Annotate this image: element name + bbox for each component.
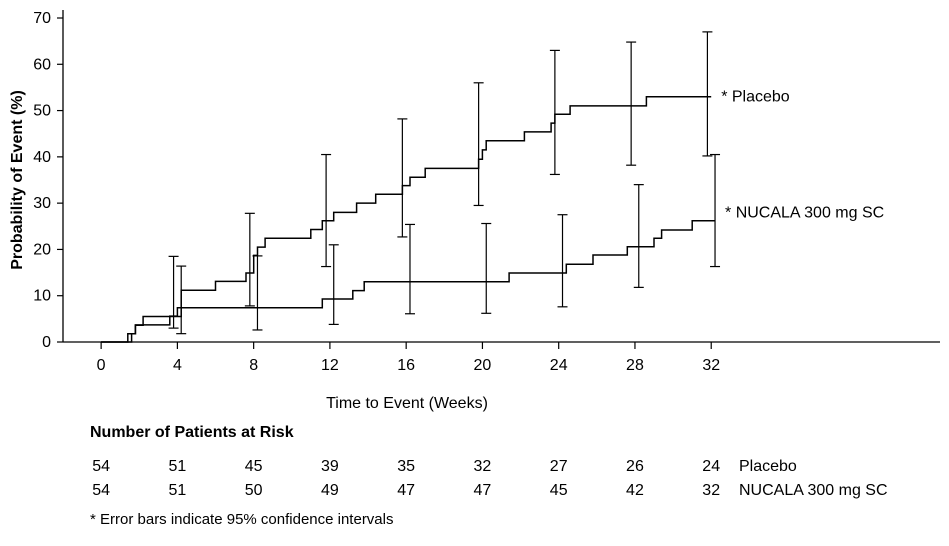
risk-value: 45 [549, 482, 568, 499]
series-group: * Placebo * NUCALA 300 mg SC [101, 31, 884, 343]
y-tick-label: 50 [33, 103, 51, 120]
error-bar [481, 222, 492, 314]
risk-table-title: Number of Patients at Risk [90, 424, 294, 441]
x-tick-label: 8 [249, 357, 258, 374]
risk-value: 26 [626, 458, 644, 475]
risk-row-label: NUCALA 300 mg SC [739, 482, 888, 499]
x-tick-label: 32 [702, 357, 720, 374]
error-bar [633, 184, 644, 288]
risk-value: 32 [473, 458, 492, 475]
x-axis-ticks: 0 4 8 12 16 20 24 28 32 [97, 342, 720, 374]
risk-row-label: Placebo [739, 458, 797, 475]
risk-value: 42 [626, 482, 644, 499]
risk-value: 32 [702, 482, 721, 499]
x-tick-label: 4 [173, 357, 182, 374]
error-bar [549, 49, 560, 176]
risk-row: 54 51 45 39 35 32 27 26 24 Placebo [0, 458, 949, 480]
error-bar [702, 31, 713, 157]
y-tick-label: 0 [42, 334, 51, 351]
error-bar [557, 214, 568, 308]
risk-value: 45 [244, 458, 263, 475]
error-bar [244, 212, 255, 307]
series-label: * NUCALA 300 mg SC [725, 205, 884, 222]
risk-value: 50 [244, 482, 263, 499]
error-bar [473, 82, 484, 207]
risk-value: 47 [397, 482, 416, 499]
axes [62, 10, 940, 343]
x-tick-label: 20 [474, 357, 492, 374]
y-tick-label: 20 [33, 241, 51, 258]
risk-row: 54 51 50 49 47 47 45 42 32 NUCALA 300 mg SC [0, 482, 949, 504]
x-tick-label: 0 [97, 357, 106, 374]
risk-value: 27 [549, 458, 568, 475]
error-bar [252, 255, 263, 331]
error-bar [176, 265, 187, 335]
x-axis-label: Time to Event (Weeks) [326, 395, 488, 412]
y-tick-label: 30 [33, 195, 51, 212]
risk-value: 54 [92, 458, 111, 475]
y-tick-label: 10 [33, 288, 51, 305]
y-tick-label: 70 [33, 10, 51, 27]
risk-value: 39 [321, 458, 339, 475]
series-label: * Placebo [721, 89, 790, 106]
footnote: * Error bars indicate 95% confidence int… [90, 511, 394, 528]
x-tick-label: 24 [550, 357, 568, 374]
y-axis-label: Probability of Event (%) [9, 90, 26, 270]
y-tick-label: 40 [33, 149, 51, 166]
risk-value: 24 [702, 458, 721, 475]
x-tick-label: 12 [321, 357, 339, 374]
error-bar [710, 153, 721, 268]
error-bar [397, 118, 408, 238]
error-bar [626, 41, 637, 166]
risk-value: 54 [92, 482, 111, 499]
y-tick-label: 60 [33, 56, 51, 73]
series-line-nucala [101, 219, 715, 343]
x-tick-label: 28 [626, 357, 644, 374]
risk-value: 35 [397, 458, 416, 475]
risk-value: 49 [321, 482, 339, 499]
error-bar [404, 223, 415, 315]
error-bar [321, 153, 332, 268]
y-axis-ticks: 0 10 20 30 40 50 60 70 [33, 10, 63, 351]
risk-value: 51 [168, 482, 187, 499]
km-chart: 0 10 20 30 40 50 60 70 0 4 8 12 16 20 24 28 32 * Placeb… [9, 10, 940, 412]
error-bar [328, 244, 339, 326]
risk-value: 51 [168, 458, 187, 475]
risk-value: 47 [473, 482, 492, 499]
series-line-placebo [101, 95, 712, 343]
x-tick-label: 16 [397, 357, 415, 374]
